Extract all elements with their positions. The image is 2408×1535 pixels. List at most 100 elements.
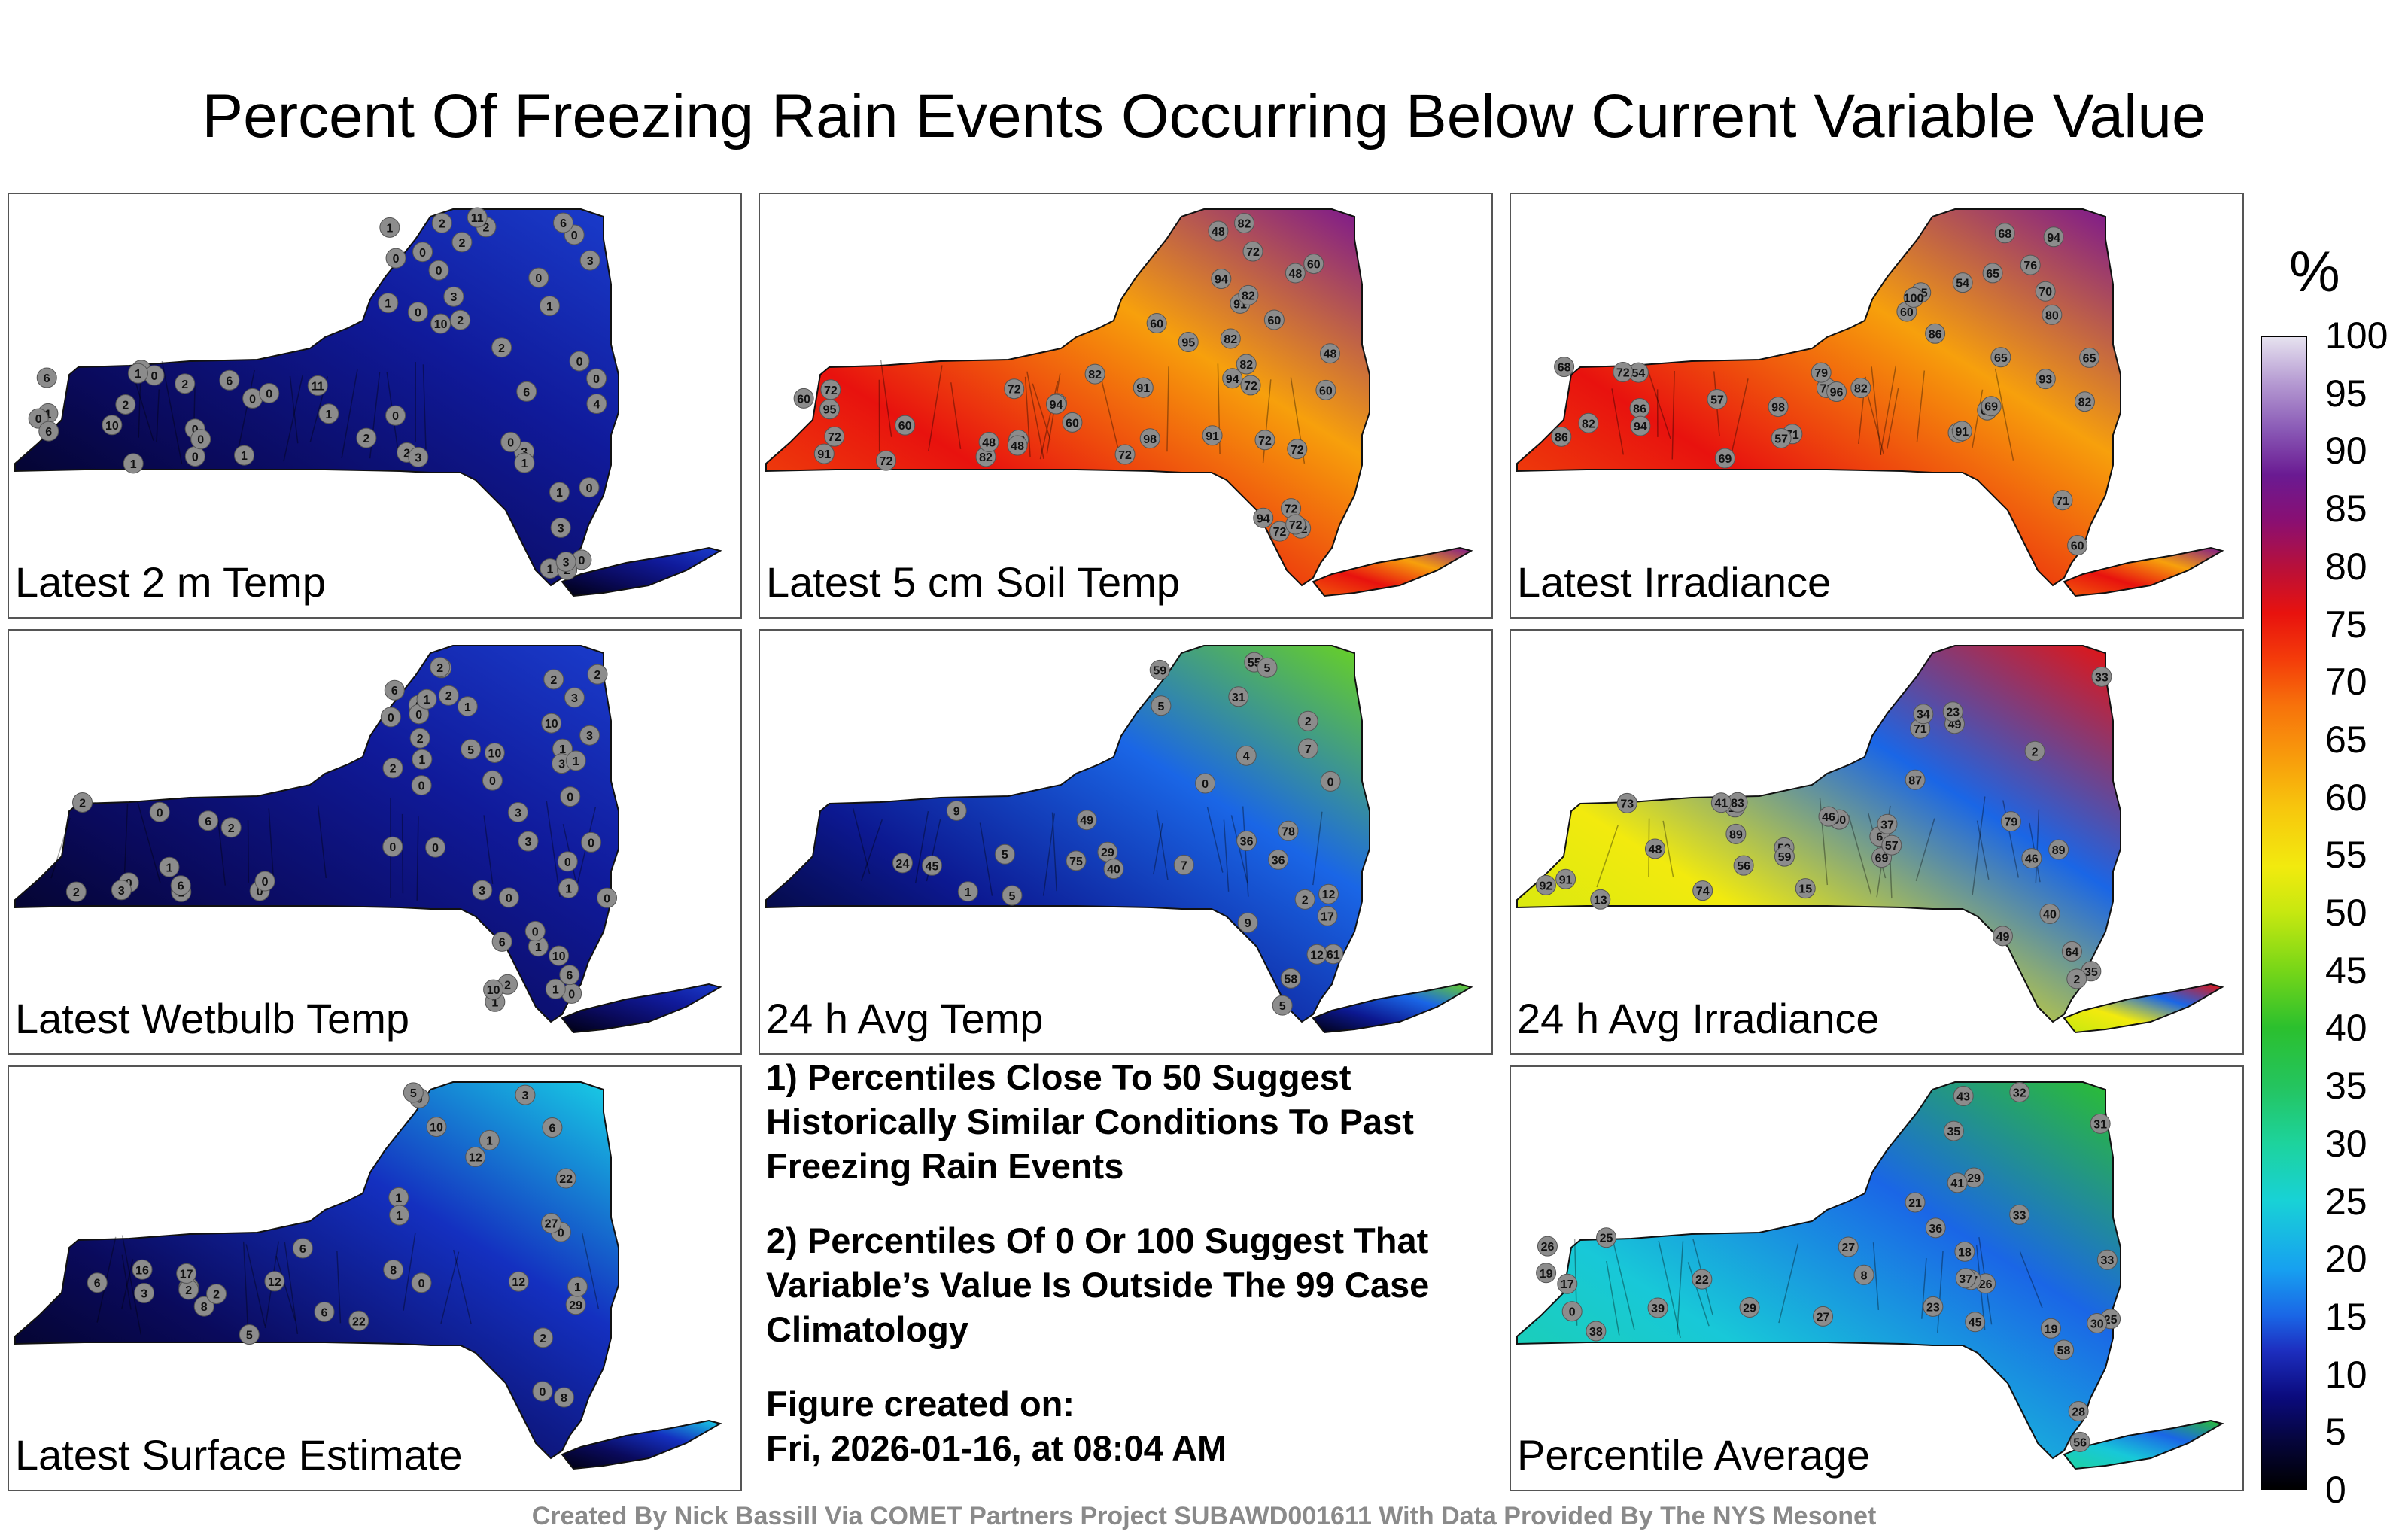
station-marker: 91 [1202,425,1223,446]
station-value: 60 [1900,306,1914,319]
station-value: 2 [457,315,464,327]
station-value: 10 [488,747,501,760]
station-marker: 35 [1943,1120,1964,1141]
station-marker: 0 [1561,1301,1583,1322]
station-marker: 2 [175,373,196,394]
county-border [1024,376,1031,457]
station-dot [380,707,401,728]
station-dot [1965,1312,1986,1333]
station-value: 0 [389,841,396,854]
station-dot [793,388,814,409]
station-marker: 68 [1994,223,2015,244]
station-value: 6 [299,1243,306,1256]
station-value: 36 [1929,1223,1942,1236]
station-dot [2043,226,2064,248]
county-border [341,369,358,459]
station-value: 64 [2065,946,2078,959]
station-marker: 64 [2061,941,2082,962]
station-marker: 8 [1853,1264,1874,1285]
station-dot [1555,868,1576,889]
county-border [453,1249,472,1324]
station-value: 92 [1539,880,1552,892]
colorbar-tick-label: 50 [2325,892,2367,934]
station-dot [1287,439,1308,460]
station-marker: 60 [1062,412,1083,433]
station-marker: 48 [978,431,999,452]
county-border [1223,819,1230,892]
station-value: 18 [1958,1246,1972,1259]
station-marker: 10 [541,713,562,734]
station-marker: 0 [482,770,503,791]
station-marker: 41 [1710,792,1732,813]
station-dot [555,1168,576,1189]
station-dot [2067,535,2088,556]
station-value: 25 [1600,1233,1613,1245]
station-marker: 5 [403,1082,424,1103]
station-value: 1 [573,755,579,768]
station-marker: 3 [408,447,429,468]
station-dot [1236,354,1257,375]
station-dot [1195,773,1216,794]
station-marker: 5 [1151,695,1172,716]
station-dot [1297,710,1318,731]
station-marker: 31 [1228,686,1249,707]
station-marker: 2 [451,232,473,253]
station-dot [1257,657,1278,678]
county-border [247,820,249,883]
station-marker: 17 [176,1263,197,1284]
station-value: 75 [1069,856,1083,868]
station-value: 6 [205,816,211,828]
station-dot [176,1263,197,1284]
station-value: 2 [2032,746,2039,758]
station-dot [2009,1082,2030,1103]
station-marker: 11 [307,375,328,396]
station-value: 69 [1984,401,1998,414]
county-border [1166,366,1169,452]
station-value: 58 [1284,973,1297,986]
station-dot [1285,263,1306,284]
station-value: 1 [546,300,553,313]
station-dot [1942,701,1963,722]
station-value: 0 [436,265,442,278]
station-marker: 0 [597,887,618,908]
panel-label: Latest Irradiance [1517,558,1832,606]
station-dot [1590,889,1611,910]
station-dot [586,368,607,389]
station-dot [1994,223,2015,244]
station-value: 2 [1305,716,1312,728]
station-value: 0 [578,555,585,567]
station-dot [1236,745,1257,766]
station-value: 5 [246,1330,253,1342]
station-dot [408,447,429,468]
station-value: 31 [1232,692,1245,704]
station-value: 2 [390,763,397,776]
station-marker: 0 [411,775,432,796]
county-border [1972,389,1984,448]
station-value: 2 [1302,894,1309,907]
county-border [317,805,327,879]
station-dot [1850,378,1871,399]
station-marker: 10 [484,742,505,763]
station-marker: 1 [378,293,399,314]
station-marker: 98 [1768,397,1789,418]
station-value: 94 [1226,373,1239,386]
station-dot [1925,1217,1946,1239]
station-value: 0 [262,876,269,889]
station-marker: 100 [1903,287,1924,308]
station-value: 6 [1876,831,1883,844]
station-dot [409,728,430,749]
station-value: 45 [1969,1317,1982,1330]
station-dot [127,363,148,384]
county-border [1887,388,1899,449]
station-marker: 0 [560,786,581,807]
station-value: 49 [1080,815,1093,828]
station-value: 82 [1582,418,1595,430]
station-value: 46 [1822,811,1835,824]
station-marker: 39 [1647,1297,1668,1318]
station-marker: 40 [2039,903,2060,924]
station-value: 60 [1319,385,1333,397]
map-panel: 7260728295604872917282604882919472726082… [759,193,1493,619]
station-marker: 33 [2096,1249,2118,1270]
station-marker: 5 [239,1324,260,1345]
station-dot [1733,855,1754,876]
